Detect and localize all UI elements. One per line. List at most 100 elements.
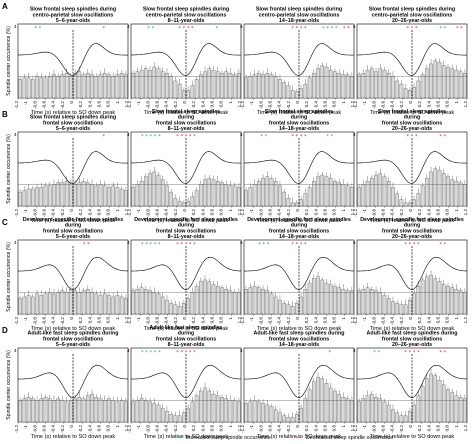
- histogram-bar: [420, 279, 425, 315]
- histogram-bar: [446, 176, 450, 207]
- histogram-bar: [365, 395, 370, 423]
- panel-title-line: frontal slow oscillations: [156, 228, 216, 234]
- x-tick-label: 0: [182, 425, 187, 428]
- panel-d-4: Adult-like fast sleep spindles duringfro…: [353, 331, 468, 440]
- histogram-bar: [403, 88, 408, 99]
- histogram-bar: [454, 395, 459, 423]
- histogram-bar: [269, 74, 274, 99]
- significance-decrease-marker: * *: [439, 134, 446, 140]
- x-tick-label: 0.4: [426, 101, 431, 108]
- histogram-bar: [378, 292, 383, 315]
- x-tick-label: -1: [136, 317, 141, 322]
- x-tick-label: -0.6: [381, 209, 386, 217]
- x-tick-label: 0.8: [445, 101, 450, 108]
- histogram-bar: [203, 179, 207, 207]
- x-axis-label: Time (s) relative to SO down peak: [370, 434, 455, 440]
- histogram-bar: [69, 289, 73, 315]
- histogram-bar: [365, 181, 370, 207]
- histogram-bar: [303, 289, 308, 315]
- histogram-bar: [282, 82, 286, 99]
- histogram-bar: [382, 69, 387, 99]
- x-tick-label: -1: [362, 101, 367, 106]
- histogram-bar: [446, 285, 450, 315]
- x-tick-label: -0.2: [286, 425, 291, 433]
- histogram-bar: [278, 412, 282, 423]
- panel-title-line: during: [178, 331, 194, 337]
- histogram-bar: [450, 179, 454, 207]
- panel-d-3: Adult-like fast sleep spindles duringfro…: [240, 331, 355, 440]
- x-tick-label: -0.8: [258, 425, 263, 433]
- histogram-bar: [39, 295, 44, 315]
- histogram-bar: [211, 179, 216, 207]
- histogram-bar: [370, 393, 374, 423]
- x-tick-label: -1: [249, 209, 254, 214]
- panel-title-line: during: [178, 115, 194, 121]
- x-tick-label: -1.2: [127, 101, 132, 109]
- significance-decrease-marker: *: [329, 350, 332, 356]
- histogram-bar: [412, 404, 416, 423]
- histogram-bar: [382, 401, 387, 423]
- y-tick-label: 4: [240, 348, 243, 353]
- histogram-bar: [73, 184, 77, 207]
- histogram-bar: [135, 184, 140, 207]
- histogram-bar: [115, 401, 120, 423]
- panel-title-line: frontal slow oscillations: [382, 228, 442, 234]
- histogram-bar: [156, 293, 161, 315]
- histogram-bar: [160, 179, 165, 207]
- panel-title-line: frontal slow oscillations: [43, 120, 103, 126]
- histogram-bar: [186, 201, 190, 207]
- histogram-bar: [458, 397, 463, 423]
- x-tick-label: 0: [295, 317, 300, 320]
- x-axis-label: Time (s) relative to SO down peak: [144, 218, 229, 224]
- histogram-bar: [441, 284, 446, 315]
- histogram-bar: [252, 74, 257, 99]
- panel-title-line: Slow frontal sleep spindles during: [143, 7, 229, 13]
- histogram-bar: [111, 400, 115, 423]
- histogram-bar: [265, 73, 270, 99]
- x-tick-label: 1: [115, 209, 120, 212]
- x-tick-label: -1.2: [14, 425, 19, 433]
- histogram-bar: [169, 302, 173, 315]
- significance-decrease-marker: * *: [456, 26, 463, 32]
- panel-title-line: 14–18-year-olds: [279, 126, 319, 132]
- legend-increase-star: *: [176, 436, 179, 442]
- significance-increase-marker: * *: [260, 134, 267, 140]
- y-tick-label: 4: [240, 24, 243, 29]
- x-tick-label: -0.6: [155, 209, 160, 217]
- x-tick-label: 0.8: [219, 101, 224, 108]
- histogram-bar: [437, 170, 442, 207]
- x-tick-label: 1: [341, 425, 346, 428]
- panel-title-line: Slow frontal sleep spindles: [265, 109, 333, 115]
- x-tick-label: 1.2: [124, 209, 129, 216]
- histogram-bar: [224, 398, 228, 423]
- histogram-bar: [391, 301, 395, 315]
- panel-title-line: Development-specific fast sleep spindles: [360, 217, 464, 223]
- x-tick-label: 1.2: [350, 101, 355, 108]
- x-tick-label: -0.2: [173, 209, 178, 217]
- histogram-bar: [194, 79, 199, 99]
- histogram-bar: [463, 73, 467, 99]
- panel-b-4: Slow frontal sleep spindlesduringfrontal…: [353, 109, 468, 224]
- histogram-bar: [303, 398, 308, 423]
- x-tick-label: -0.2: [286, 209, 291, 217]
- histogram-bar: [190, 292, 195, 315]
- histogram-bar: [131, 290, 135, 315]
- histogram-bar: [282, 302, 286, 315]
- x-tick-label: -1: [362, 317, 367, 322]
- histogram-bar: [265, 404, 270, 423]
- x-tick-label: -0.8: [371, 317, 376, 325]
- x-tick-label: -0.6: [268, 317, 273, 325]
- x-tick-label: -0.8: [32, 425, 37, 433]
- significance-increase-marker: * * * * *: [141, 350, 161, 356]
- histogram-bar: [252, 400, 257, 423]
- histogram-bar: [361, 184, 366, 207]
- histogram-bar: [370, 177, 374, 207]
- histogram-bar: [165, 73, 169, 99]
- x-axis-label: Time (s) relative to SO down peak: [144, 434, 229, 440]
- histogram-bar: [290, 306, 295, 315]
- x-tick-label: 1.2: [237, 101, 242, 108]
- x-tick-label: 0.2: [304, 317, 309, 324]
- x-tick-label: -1.2: [240, 101, 245, 109]
- x-tick-label: -1.2: [127, 209, 132, 217]
- slow-oscillation-curve: [243, 256, 355, 290]
